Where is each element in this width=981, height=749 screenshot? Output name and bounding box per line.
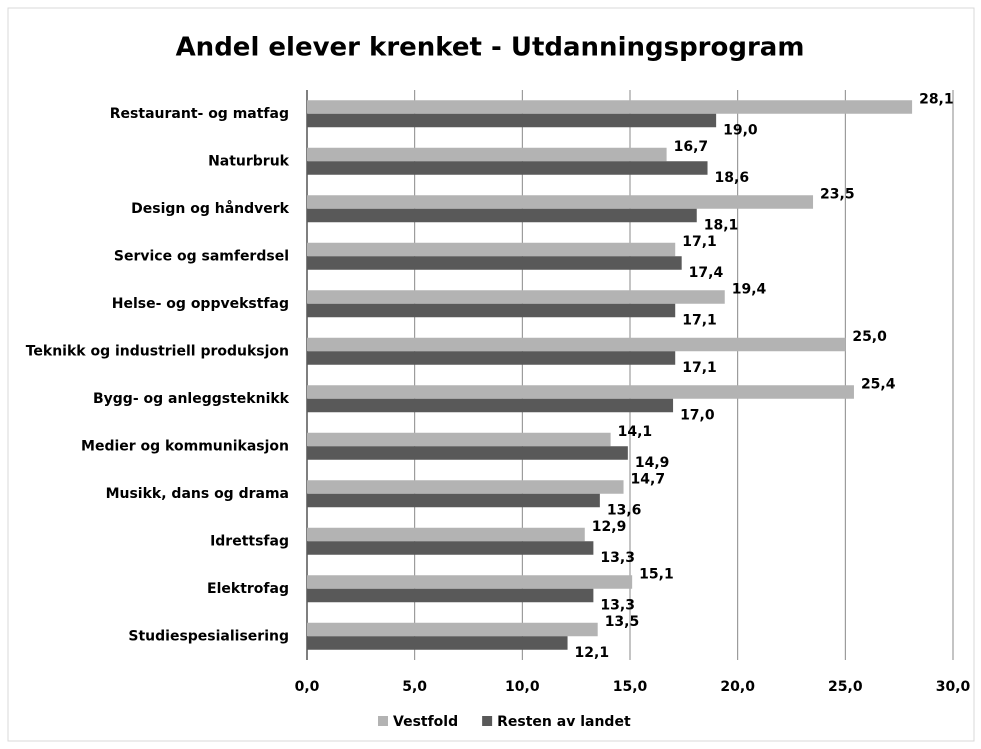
data-label: 13,3 (600, 597, 635, 613)
chart-border (7, 7, 975, 742)
bar (307, 256, 682, 270)
bar (307, 195, 814, 209)
data-label: 19,0 (723, 122, 758, 138)
data-label: 17,4 (689, 265, 724, 281)
data-label: 12,1 (575, 645, 610, 661)
data-label: 14,1 (618, 424, 653, 440)
bar (307, 290, 725, 304)
x-tick-label: 25,0 (828, 679, 863, 695)
y-tick-label: Bygg- og anleggsteknikk (93, 391, 290, 407)
bar (307, 147, 667, 162)
bar (307, 337, 846, 352)
data-label: 18,1 (704, 217, 739, 233)
y-tick-label: Studiespesialisering (128, 628, 289, 644)
bar (307, 636, 568, 650)
bar (307, 242, 676, 257)
bar (307, 385, 854, 399)
x-tick-label: 15,0 (613, 679, 648, 695)
chart-title: Andel elever krenket - Utdanningsprogram (176, 33, 805, 63)
data-label: 18,6 (715, 170, 750, 186)
data-label: 25,4 (861, 376, 896, 392)
data-label: 17,1 (682, 360, 717, 376)
data-label: 17,0 (680, 407, 715, 423)
data-label: 17,1 (682, 234, 717, 250)
bar (307, 446, 628, 460)
y-tick-label: Elektrofag (207, 581, 289, 597)
x-tick-label: 0,0 (295, 679, 320, 695)
bar (307, 100, 913, 114)
bar (307, 351, 676, 365)
y-tick-label: Naturbruk (208, 153, 290, 169)
data-label: 16,7 (674, 139, 709, 155)
data-label: 14,9 (635, 455, 670, 471)
bar (307, 432, 611, 447)
data-label: 13,3 (600, 550, 635, 566)
y-tick-label: Teknikk og industriell produksjon (26, 343, 289, 359)
y-tick-label: Service og samferdsel (114, 248, 289, 264)
y-tick-label: Restaurant- og matfag (110, 106, 289, 122)
bar (307, 575, 633, 589)
x-tick-label: 5,0 (402, 679, 427, 695)
bar (307, 480, 624, 494)
data-label: 25,0 (852, 329, 887, 345)
bar (307, 541, 594, 555)
x-tick-label: 10,0 (505, 679, 540, 695)
bar (307, 398, 674, 413)
bar (307, 113, 717, 128)
data-label: 13,5 (605, 614, 640, 630)
bar (307, 622, 598, 637)
y-tick-label: Idrettsfag (210, 533, 289, 549)
bar (307, 303, 676, 318)
bar (307, 208, 697, 223)
data-label: 28,1 (919, 91, 954, 107)
y-tick-label: Medier og kommunikasjon (81, 438, 289, 454)
data-label: 23,5 (820, 186, 855, 202)
data-label: 13,6 (607, 502, 642, 518)
data-label: 17,1 (682, 312, 717, 328)
bar (307, 493, 600, 508)
legend-swatch (378, 716, 388, 726)
y-tick-label: Helse- og oppvekstfag (112, 296, 289, 312)
bar (307, 588, 594, 603)
legend-label: Vestfold (393, 714, 458, 730)
data-label: 12,9 (592, 519, 627, 535)
data-label: 19,4 (732, 281, 767, 297)
y-tick-label: Musikk, dans og drama (106, 486, 289, 502)
bar (307, 161, 708, 175)
data-label: 14,7 (631, 471, 666, 487)
y-tick-label: Design og håndverk (131, 200, 290, 217)
x-tick-label: 30,0 (936, 679, 971, 695)
bar (307, 527, 585, 542)
legend-swatch (482, 716, 493, 726)
data-label: 15,1 (639, 566, 674, 582)
legend-label: Resten av landet (497, 714, 631, 730)
x-tick-label: 20,0 (720, 679, 755, 695)
